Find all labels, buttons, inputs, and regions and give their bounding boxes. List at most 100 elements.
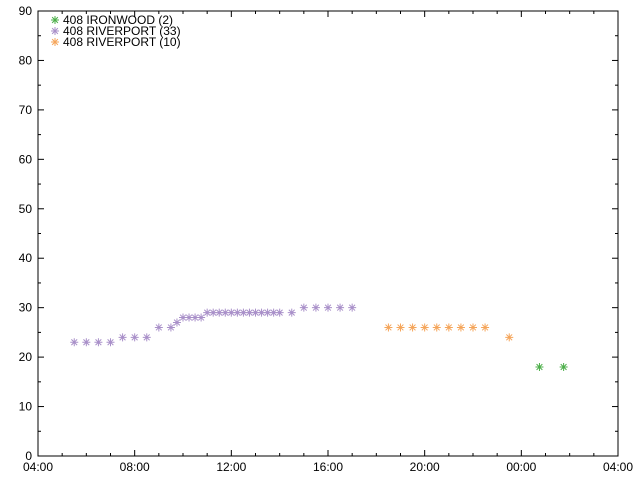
marker-stroke (209, 308, 218, 317)
marker-stroke (215, 308, 224, 317)
data-point-series-2 (384, 323, 393, 332)
marker-stroke (82, 338, 91, 347)
data-point-series-1 (179, 313, 187, 322)
data-point-series-1 (215, 308, 224, 317)
marker-stroke (51, 16, 59, 24)
y-tick-label: 0 (25, 449, 32, 463)
marker-stroke (505, 333, 514, 342)
legend-marker (51, 27, 59, 35)
marker-stroke (432, 323, 441, 332)
data-point-series-2 (396, 323, 405, 332)
data-point-series-2 (469, 323, 477, 332)
marker-stroke (142, 333, 151, 342)
legend-marker (51, 38, 59, 46)
marker-stroke (154, 323, 163, 332)
marker-stroke (203, 308, 212, 317)
data-point-series-1 (191, 313, 200, 322)
marker-stroke (239, 308, 248, 317)
x-tick-label: 12:00 (216, 460, 246, 474)
x-tick-label: 08:00 (120, 460, 150, 474)
data-point-series-1 (245, 308, 254, 317)
data-point-series-1 (239, 308, 248, 317)
data-point-series-1 (172, 318, 181, 327)
data-point-series-1 (166, 323, 175, 332)
y-tick-label: 50 (19, 202, 33, 216)
data-point-series-1 (197, 313, 206, 322)
data-point-series-1 (324, 303, 332, 312)
x-tick-label: 00:00 (506, 460, 536, 474)
data-point-series-1 (203, 308, 212, 317)
marker-stroke (70, 338, 79, 347)
marker-stroke (251, 308, 260, 317)
plot-area (37, 10, 619, 457)
data-point-series-2 (505, 333, 514, 342)
marker-stroke (245, 308, 254, 317)
x-tick-labels: 04:00 08:00 12:00 16:00 20:00 00:00 04:00 (23, 460, 633, 474)
data-point-series-1 (185, 313, 194, 322)
marker-stroke (384, 323, 393, 332)
marker-stroke (299, 303, 308, 312)
data-point-series-1 (233, 308, 242, 317)
data-point-series-1 (130, 333, 139, 342)
marker-stroke (185, 313, 194, 322)
data-point-series-1 (263, 308, 272, 317)
marker-stroke (191, 313, 200, 322)
y-tick-label: 20 (19, 350, 33, 364)
marker-stroke (275, 308, 284, 317)
marker-stroke (118, 333, 127, 342)
data-point-series-1 (336, 303, 345, 312)
y-tick-label: 80 (19, 53, 33, 67)
x-tick-label: 20:00 (410, 460, 440, 474)
marker-stroke (172, 318, 181, 327)
marker-stroke (179, 313, 187, 322)
marker-stroke (324, 303, 332, 312)
y-tick-label: 90 (19, 4, 33, 18)
data-point-series-1 (142, 333, 151, 342)
data-point-series-2 (456, 323, 465, 332)
marker-stroke (51, 27, 59, 35)
marker-stroke (469, 323, 477, 332)
data-point-series-1 (299, 303, 308, 312)
data-point-series-1 (70, 338, 79, 347)
data-point-series-1 (118, 333, 127, 342)
data-point-series-1 (106, 338, 115, 347)
axis-ticks (37, 10, 619, 457)
data-point-series-1 (94, 338, 103, 347)
marker-stroke (408, 323, 417, 332)
data-point-series-1 (257, 308, 266, 317)
data-point-series-2 (408, 323, 417, 332)
marker-stroke (456, 323, 465, 332)
marker-stroke (166, 323, 175, 332)
data-point-series-2 (444, 323, 453, 332)
y-tick-label: 70 (19, 103, 33, 117)
marker-stroke (94, 338, 103, 347)
marker-stroke (263, 308, 272, 317)
marker-stroke (51, 38, 59, 46)
legend-label: 408 RIVERPORT (33) (63, 24, 181, 38)
data-point-series-1 (82, 338, 91, 347)
data-point-series-1 (209, 308, 218, 317)
x-tick-label: 16:00 (313, 460, 343, 474)
marker-stroke (257, 308, 266, 317)
data-points (70, 303, 568, 371)
x-tick-label: 04:00 (23, 460, 53, 474)
marker-stroke (420, 323, 429, 332)
marker-stroke (481, 323, 490, 332)
legend-marker (51, 16, 59, 24)
data-point-series-1 (251, 308, 260, 317)
marker-stroke (559, 363, 568, 371)
marker-stroke (535, 363, 544, 371)
data-point-series-2 (481, 323, 490, 332)
marker-stroke (444, 323, 453, 332)
marker-stroke (197, 313, 206, 322)
marker-stroke (221, 308, 230, 317)
data-point-series-2 (420, 323, 429, 332)
marker-stroke (287, 308, 296, 317)
data-point-series-1 (269, 308, 278, 317)
data-point-series-1 (287, 308, 296, 317)
data-point-series-0 (535, 363, 544, 371)
y-tick-label: 60 (19, 152, 33, 166)
marker-stroke (227, 308, 236, 317)
data-point-series-0 (559, 363, 568, 371)
